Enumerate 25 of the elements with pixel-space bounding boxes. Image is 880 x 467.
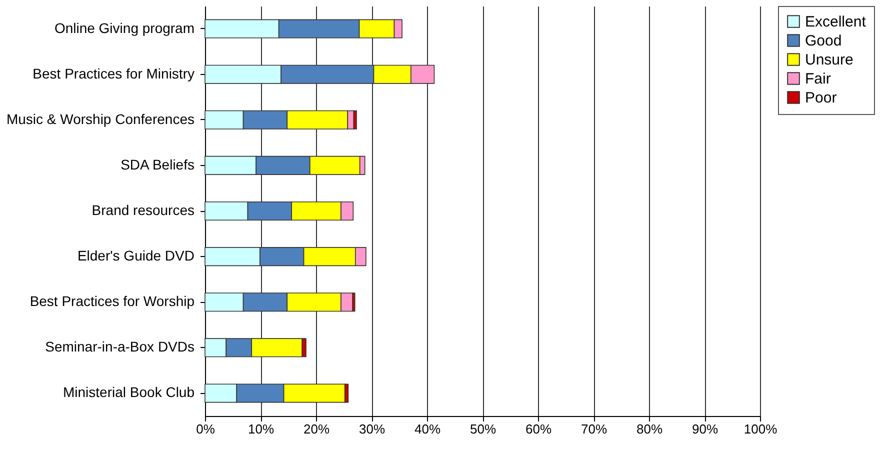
x-tick-label: 10% — [248, 422, 274, 436]
legend-label: Excellent — [805, 14, 867, 30]
x-tick-label: 30% — [358, 422, 386, 436]
y-tick-label: Best Practices for Worship — [30, 293, 195, 310]
y-tick-label: Best Practices for Ministry — [32, 65, 194, 82]
legend-label: Good — [805, 32, 842, 50]
x-tick-label: 60% — [525, 422, 552, 436]
y-tick-label: SDA Beliefs — [120, 156, 194, 172]
x-tick-label: 0% — [196, 422, 216, 436]
y-tick-label: Ministerial Book Club — [63, 384, 195, 400]
x-tick-label: 40% — [414, 422, 441, 436]
y-tick-label: Music & Worship Conferences — [6, 110, 194, 127]
y-tick-label: Elder's Guide DVD — [77, 248, 194, 264]
y-tick-label: Online Giving program — [54, 20, 194, 36]
y-tick-label: Brand resources — [92, 202, 194, 218]
legend-label: Unsure — [805, 52, 854, 68]
x-tick-label: 20% — [303, 422, 330, 436]
x-tick-label: 90% — [692, 422, 718, 436]
legend-label: Poor — [805, 90, 837, 106]
x-tick-label: 80% — [636, 422, 663, 436]
y-tick-label: Seminar-in-a-Box DVDs — [45, 338, 194, 355]
x-tick-label: 70% — [580, 422, 608, 436]
x-tick-label: 100% — [744, 422, 778, 436]
legend-label: Fair — [805, 70, 831, 88]
x-tick-label: 50% — [470, 422, 496, 436]
